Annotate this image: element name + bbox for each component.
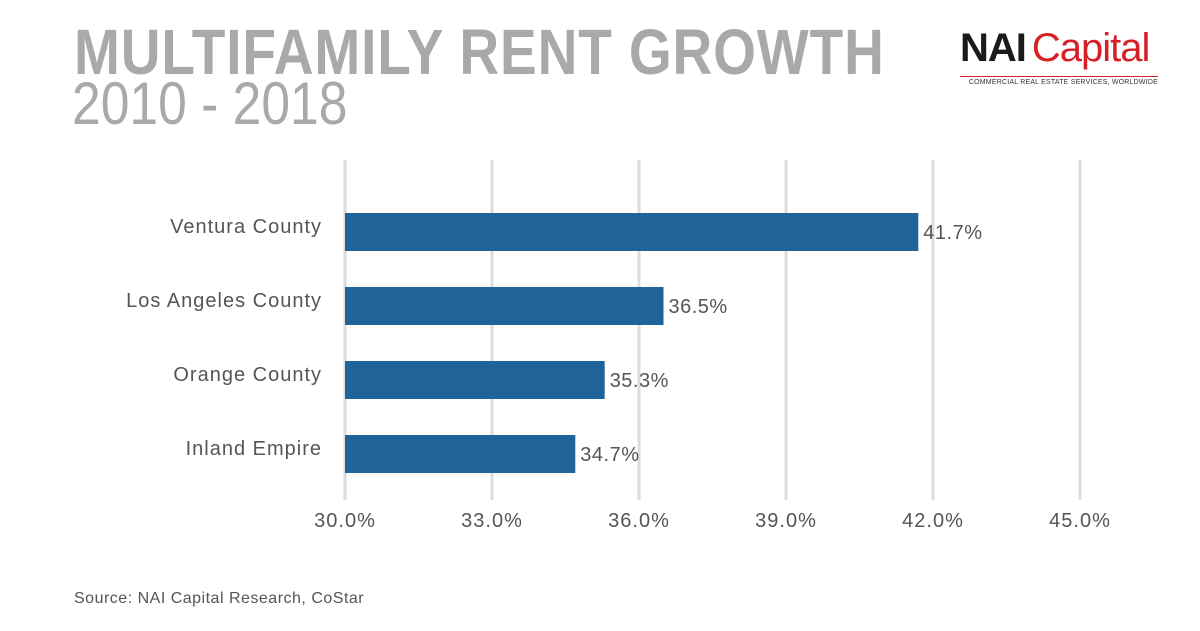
category-label: Ventura County	[170, 216, 322, 238]
bar	[345, 361, 605, 399]
x-tick-label: 36.0%	[608, 510, 670, 532]
x-tick-label: 45.0%	[1049, 510, 1111, 532]
x-tick-label: 33.0%	[461, 510, 523, 532]
x-tick-label: 39.0%	[755, 510, 817, 532]
chart-title: MULTIFAMILY RENT GROWTH	[74, 16, 885, 88]
data-label: 34.7%	[580, 444, 639, 466]
category-label: Orange County	[173, 364, 322, 386]
data-label: 35.3%	[610, 370, 669, 392]
category-label: Inland Empire	[186, 438, 322, 460]
category-label: Los Angeles County	[126, 290, 322, 312]
bar	[345, 435, 576, 473]
x-tick-label: 30.0%	[314, 510, 376, 532]
data-label: 36.5%	[669, 296, 728, 318]
logo-tagline: COMMERCIAL REAL ESTATE SERVICES, WORLDWI…	[960, 76, 1158, 87]
nai-capital-logo: NAI Capital COMMERCIAL REAL ESTATE SERVIC…	[960, 26, 1160, 88]
chart-subtitle: 2010 - 2018	[72, 70, 348, 137]
bar	[345, 287, 664, 325]
data-label: 41.7%	[923, 222, 982, 244]
source-note: Source: NAI Capital Research, CoStar	[74, 590, 365, 607]
x-tick-label: 42.0%	[902, 510, 964, 532]
logo-wordmark: NAI Capital	[960, 26, 1151, 70]
logo-brand-main: NAI	[960, 26, 1027, 70]
bar	[345, 213, 919, 251]
logo-brand-secondary: Capital	[1031, 26, 1151, 70]
